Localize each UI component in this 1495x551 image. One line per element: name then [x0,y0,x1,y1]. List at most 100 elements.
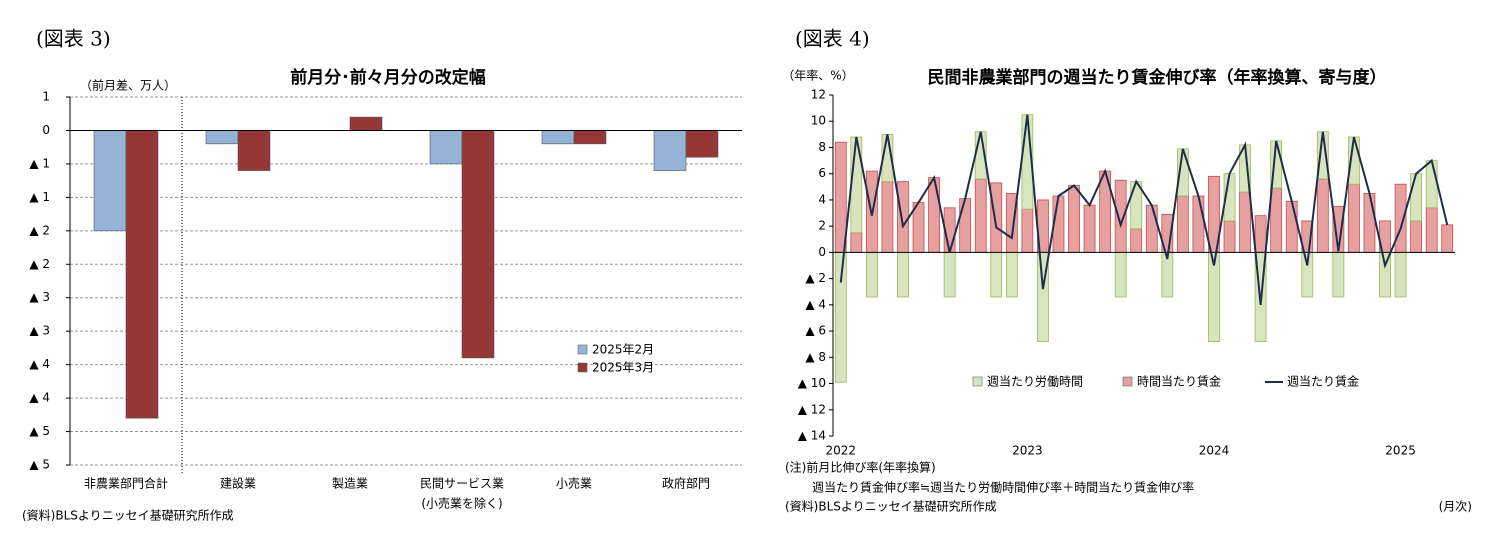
y-tick-label: ▲ 2 [29,257,50,271]
bar [1130,228,1143,253]
x-tick-label: 2023 [1012,444,1043,458]
bar [205,130,239,145]
legend-label: 時間当たり賃金 [1137,374,1221,389]
legend-label: 2025年2月 [592,343,654,357]
bar [1083,204,1096,253]
y-tick-label: 0 [818,245,826,259]
figure-label: (図表 3) [36,27,111,51]
bar [653,130,687,171]
bar [881,181,894,253]
bar [1425,160,1438,209]
bar [1192,195,1205,253]
bar [1316,178,1329,253]
bar [685,130,719,158]
y-tick-label: ▲ 2 [805,271,826,285]
bar [1254,215,1267,253]
bar [1176,195,1189,253]
y-tick-label: ▲ 4 [29,357,50,371]
unit-label: （年率、%） [782,68,853,83]
y-tick-label: 8 [818,140,826,154]
y-tick-label: ▲ 1 [29,190,50,204]
bar [1410,220,1423,253]
bar [1379,251,1391,298]
legend-swatch [972,376,983,387]
bar [1223,220,1236,253]
bar [834,141,847,253]
bar [990,251,1003,298]
y-tick-label: ▲ 12 [798,402,826,416]
line [839,114,1449,305]
y-tick-label: ▲ 4 [805,297,826,311]
x-tick-label: 建設業 [220,476,256,491]
x-tick-label: 小売業 [556,476,592,491]
y-tick-label: ▲ 2 [29,223,50,237]
bar [1441,224,1454,253]
unit-label: （前月差、万人） [80,78,176,93]
source: (資料)BLSよりニッセイ基礎研究所作成 [785,499,997,514]
bar [959,198,972,253]
legend-swatch [577,362,588,373]
bar [237,130,271,171]
figure-label: (図表 4) [795,27,870,51]
bar [1208,251,1220,342]
bar [125,130,159,419]
bar [850,232,863,253]
bar [573,130,607,145]
bar [93,130,127,232]
bar [1425,207,1438,253]
source: (資料)BLSよりニッセイ基礎研究所作成 [22,508,234,523]
bar [974,178,987,253]
y-tick-label: ▲ 1 [29,156,50,170]
legend-label: 週当たり労働時間 [987,375,1083,389]
note: (注)前月比伸び率(年率換算) [785,460,936,475]
y-tick-label: ▲ 6 [805,324,826,338]
bar [897,181,909,253]
x-axis-label: (月次) [1439,500,1472,514]
bar [1332,251,1345,298]
y-tick-label: ▲ 3 [29,324,50,338]
x-tick-sublabel: (小売業を除く) [421,496,502,511]
x-tick-label: 2022 [826,444,857,458]
bar [1068,185,1080,253]
bar [1005,251,1018,298]
bar [834,251,847,383]
y-tick-label: ▲ 10 [798,376,826,390]
bar [429,130,463,165]
x-tick-label: 政府部門 [662,476,710,491]
bar [461,130,495,359]
legend-swatch [1122,376,1133,387]
bar [1270,187,1283,253]
y-tick-label: ▲ 3 [29,290,50,304]
bar [1348,183,1360,253]
bar [1394,251,1407,298]
bar [1410,173,1423,222]
y-tick-label: 6 [818,166,826,180]
y-tick-label: ▲ 8 [805,350,826,364]
y-tick-label: ▲ 14 [798,429,826,443]
x-tick-label: 2024 [1199,444,1230,458]
bar [865,251,878,298]
bar [897,251,909,298]
y-tick-label: ▲ 5 [29,424,50,438]
x-tick-label: 民間サービス業 [420,477,504,491]
x-tick-label: 2025 [1385,444,1416,458]
y-tick-label: ▲ 5 [29,458,50,472]
y-tick-label: 12 [811,88,826,102]
bar [1021,208,1034,253]
legend-swatch [577,344,588,355]
y-tick-label: 10 [811,114,826,128]
bar [1363,192,1376,253]
bar [1114,251,1127,298]
bar [943,251,956,298]
legend-label: 週当たり賃金 [1287,374,1359,389]
bar [928,177,940,253]
bar [1145,204,1158,253]
y-tick-label: 4 [818,192,826,206]
chart-title: 民間非農業部門の週当たり賃金伸び率（年率換算、寄与度） [928,67,1387,88]
bar [1239,191,1251,253]
x-tick-label: 非農業部門合計 [84,476,168,491]
y-tick-label: 2 [818,219,826,233]
y-tick-label: 0 [42,123,50,137]
note: 週当たり賃金伸び率≒週当たり労働時間伸び率＋時間当たり賃金伸び率 [812,480,1194,495]
